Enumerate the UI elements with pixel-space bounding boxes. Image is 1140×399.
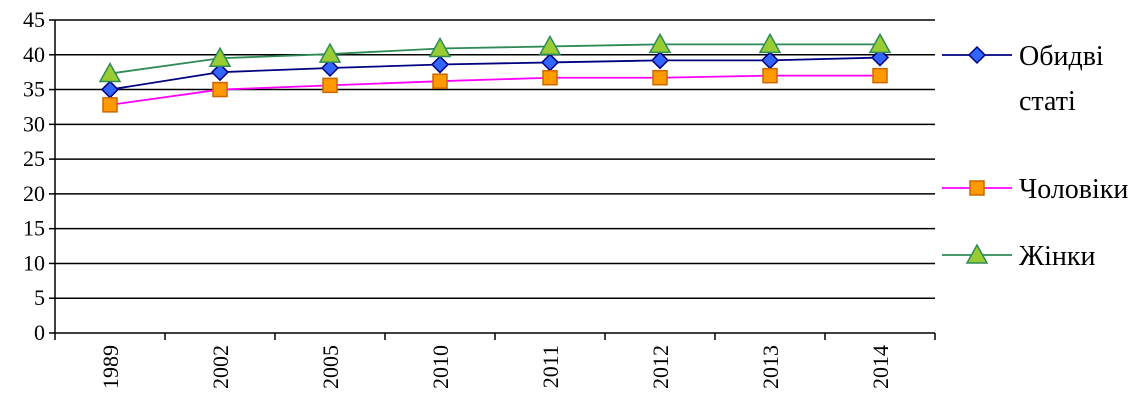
data-point-square: [762, 67, 778, 84]
legend-label: Жінки: [1019, 241, 1095, 272]
legend-label: статі: [1019, 86, 1076, 117]
x-tick-label: 2014: [868, 345, 893, 389]
series-line: [109, 74, 880, 106]
data-point-triangle: [538, 34, 562, 56]
data-point-square: [322, 77, 338, 94]
x-tick-label: 2013: [758, 345, 783, 389]
y-tick-label: 35: [23, 77, 45, 102]
series-line: [109, 43, 880, 75]
y-axis-ticks: 0 5 10 15 20 25 30 35 40 45: [23, 7, 55, 345]
x-tick-label: 2005: [318, 345, 343, 389]
x-tick-label: 2010: [428, 345, 453, 389]
x-tick-label: 2002: [208, 345, 233, 389]
x-tick-label: 1989: [98, 345, 123, 389]
axes: [54, 20, 935, 334]
series-0: [100, 48, 890, 99]
x-tick-label: 2011: [538, 345, 563, 388]
y-tick-label: 45: [23, 7, 45, 32]
y-tick-label: 30: [23, 111, 45, 136]
data-point-square: [102, 97, 118, 113]
data-point-triangle: [965, 243, 989, 264]
data-point-square: [969, 180, 985, 196]
y-tick-label: 15: [23, 216, 45, 241]
series-line: [109, 56, 881, 91]
data-point-square: [212, 81, 228, 98]
legend-item: Обидві статі: [942, 41, 1104, 117]
legend: Обидві статі Чоловіки Жінки: [942, 41, 1128, 272]
legend-label: Обидві: [1019, 41, 1104, 72]
data-point-triangle: [648, 32, 672, 54]
series-group: [98, 32, 892, 113]
y-tick-label: 20: [23, 181, 45, 206]
data-point-triangle: [208, 46, 232, 68]
data-point-triangle: [758, 32, 782, 54]
data-point-square: [432, 73, 448, 89]
data-point-triangle: [868, 32, 892, 54]
data-point-diamond: [100, 80, 120, 99]
data-point-diamond: [320, 58, 340, 78]
series-2: [98, 32, 892, 83]
data-point-triangle: [318, 42, 342, 63]
data-point-square: [872, 67, 888, 84]
data-point-diamond: [210, 63, 230, 82]
y-tick-label: 5: [34, 285, 45, 310]
data-point-triangle: [98, 62, 122, 83]
legend-label: Чоловіки: [1019, 174, 1128, 205]
data-point-diamond: [870, 48, 890, 67]
y-tick-label: 10: [23, 250, 45, 275]
y-tick-label: 25: [23, 146, 45, 171]
gridlines: [55, 19, 935, 299]
data-point-square: [652, 69, 668, 86]
x-tick-label: 2012: [648, 345, 673, 389]
legend-item: Жінки: [942, 241, 1095, 272]
legend-item: Чоловіки: [942, 174, 1128, 205]
data-point-triangle: [428, 36, 452, 58]
x-axis-ticks: 1989 2002 2005 2010 2011 2012 2013 2014: [54, 333, 936, 389]
data-point-diamond: [967, 45, 987, 65]
data-point-diamond: [540, 53, 560, 72]
data-point-diamond: [430, 55, 450, 74]
series-1: [102, 67, 888, 113]
data-point-diamond: [650, 51, 670, 70]
data-point-square: [542, 69, 558, 86]
y-tick-label: 40: [23, 42, 45, 67]
y-tick-label: 0: [34, 320, 45, 345]
